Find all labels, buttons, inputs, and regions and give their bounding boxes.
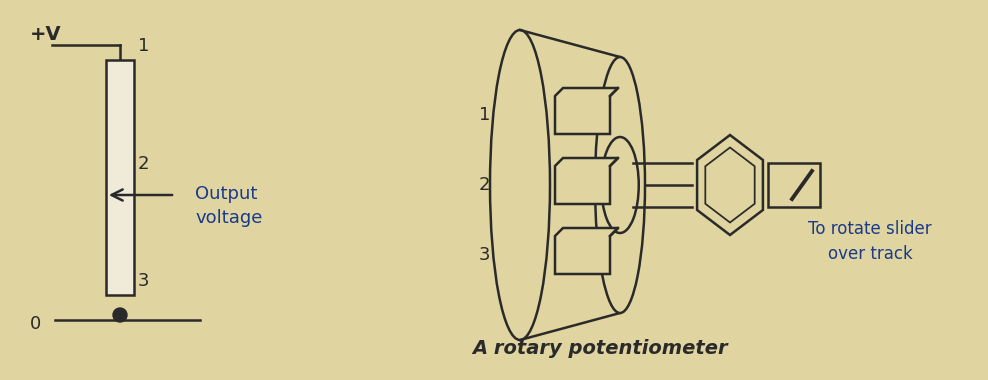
Text: 3: 3 xyxy=(138,272,149,290)
Polygon shape xyxy=(555,228,618,274)
Text: 2: 2 xyxy=(138,155,149,173)
Ellipse shape xyxy=(595,57,645,313)
Text: 2: 2 xyxy=(478,176,490,194)
Ellipse shape xyxy=(490,30,550,340)
Polygon shape xyxy=(705,147,755,223)
Text: 1: 1 xyxy=(478,106,490,124)
Ellipse shape xyxy=(602,137,639,233)
Text: To rotate slider
over track: To rotate slider over track xyxy=(808,220,932,263)
Polygon shape xyxy=(555,158,618,204)
Text: +V: +V xyxy=(30,25,61,44)
Text: 3: 3 xyxy=(478,246,490,264)
Bar xyxy=(768,163,820,207)
Polygon shape xyxy=(698,135,763,235)
Bar xyxy=(106,60,134,295)
Circle shape xyxy=(113,308,127,322)
Text: Output
voltage: Output voltage xyxy=(195,185,263,226)
Polygon shape xyxy=(555,88,618,134)
Text: 1: 1 xyxy=(138,37,149,55)
Text: A rotary potentiometer: A rotary potentiometer xyxy=(472,339,728,358)
Text: 0: 0 xyxy=(30,315,41,333)
